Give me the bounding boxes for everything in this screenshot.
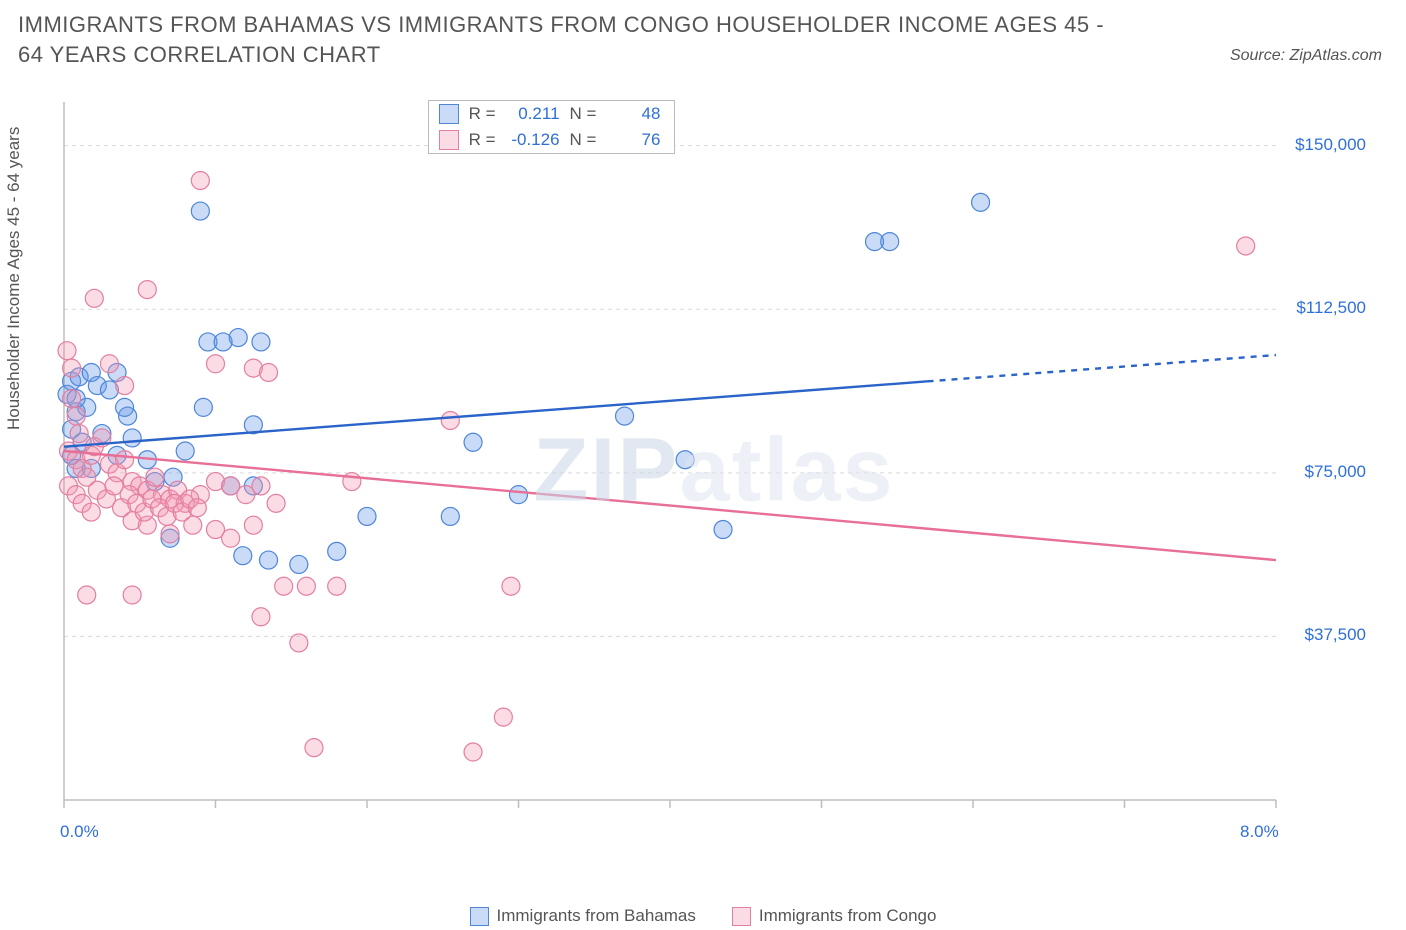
- swatch-icon: [439, 104, 459, 124]
- n-value: 48: [606, 104, 660, 124]
- swatch-icon: [470, 907, 489, 926]
- legend-label: Immigrants from Bahamas: [497, 906, 696, 925]
- chart-title: IMMIGRANTS FROM BAHAMAS VS IMMIGRANTS FR…: [18, 10, 1118, 69]
- swatch-icon: [732, 907, 751, 926]
- stats-row: R = 0.211 N = 48: [429, 101, 675, 127]
- n-label: N =: [570, 130, 597, 150]
- y-tick-label: $75,000: [1305, 462, 1366, 482]
- x-tick-label: 0.0%: [60, 822, 99, 842]
- correlation-stats-box: R = 0.211 N = 48 R = -0.126 N = 76: [428, 100, 676, 154]
- n-value: 76: [606, 130, 660, 150]
- legend-item: Immigrants from Bahamas: [470, 906, 696, 926]
- y-tick-label: $112,500: [1296, 298, 1366, 318]
- scatter-plot-svg: [56, 96, 1372, 856]
- legend-item: Immigrants from Congo: [732, 906, 937, 926]
- swatch-icon: [439, 130, 459, 150]
- r-label: R =: [469, 104, 496, 124]
- header-row: IMMIGRANTS FROM BAHAMAS VS IMMIGRANTS FR…: [0, 0, 1406, 73]
- y-axis-label: Householder Income Ages 45 - 64 years: [4, 127, 24, 430]
- bottom-legend: Immigrants from Bahamas Immigrants from C…: [0, 906, 1406, 926]
- r-label: R =: [469, 130, 496, 150]
- y-tick-label: $37,500: [1305, 625, 1366, 645]
- chart-container: IMMIGRANTS FROM BAHAMAS VS IMMIGRANTS FR…: [0, 0, 1406, 930]
- r-value: -0.126: [506, 130, 560, 150]
- legend-label: Immigrants from Congo: [759, 906, 937, 925]
- n-label: N =: [570, 104, 597, 124]
- x-tick-label: 8.0%: [1240, 822, 1279, 842]
- plot-area: ZIPatlas R =0.211N =48R =-0.126N =76 $37…: [56, 96, 1372, 856]
- r-value: 0.211: [506, 104, 560, 124]
- stats-row: R = -0.126 N = 76: [429, 127, 675, 153]
- y-tick-label: $150,000: [1295, 135, 1366, 155]
- source-label: Source: ZipAtlas.com: [1230, 47, 1382, 69]
